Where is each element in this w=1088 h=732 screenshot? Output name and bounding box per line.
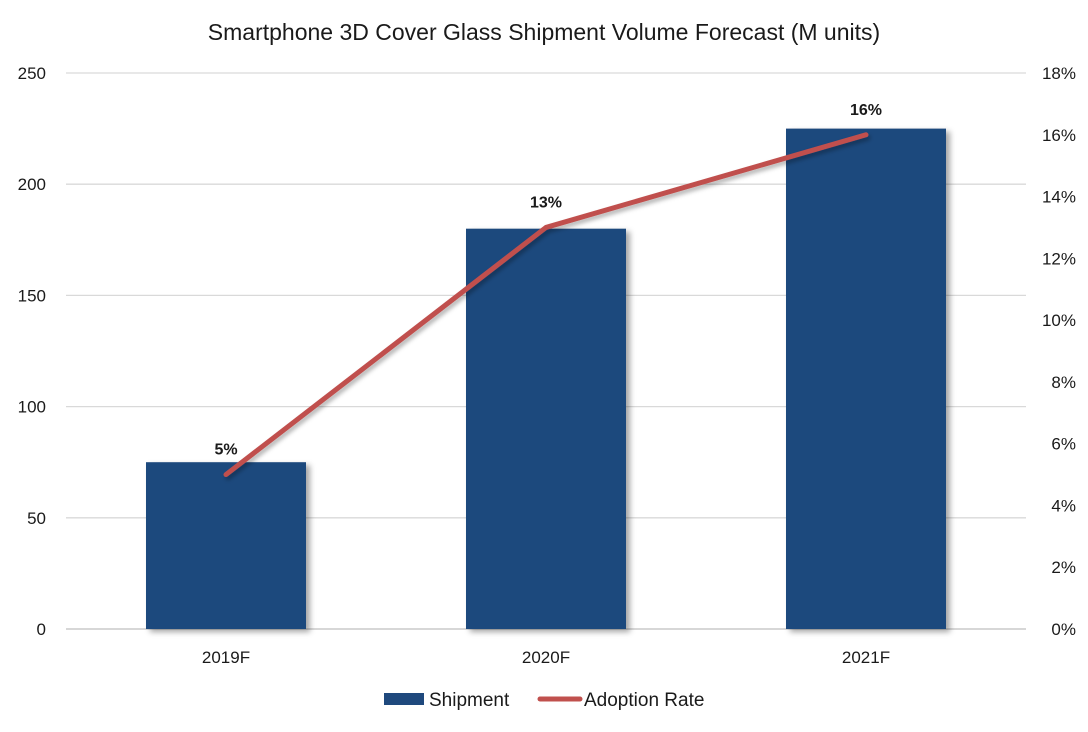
right-tick-label: 10% (1042, 311, 1076, 330)
legend-label-adoption-rate: Adoption Rate (584, 690, 704, 711)
left-tick-label: 150 (18, 286, 46, 305)
right-tick-label: 18% (1042, 64, 1076, 83)
category-label: 2019F (202, 648, 250, 667)
bar-shipment (786, 128, 946, 629)
right-axis-ticks: 0% 2% 4% 6% 8% 10% 12% 14% 16% 18% (1042, 64, 1076, 639)
left-tick-label: 250 (18, 64, 46, 83)
data-label-adoption-rate: 5% (214, 442, 237, 459)
right-tick-label: 0% (1051, 620, 1076, 639)
bar-shipment (146, 462, 306, 629)
legend: Shipment Adoption Rate (384, 690, 704, 711)
chart-title: Smartphone 3D Cover Glass Shipment Volum… (208, 19, 880, 45)
data-label-adoption-rate: 16% (850, 102, 882, 119)
left-tick-label: 50 (27, 509, 46, 528)
right-tick-label: 4% (1051, 496, 1076, 515)
right-tick-label: 6% (1051, 435, 1076, 454)
left-tick-label: 100 (18, 398, 46, 417)
legend-swatch-shipment (384, 693, 424, 705)
right-tick-label: 2% (1051, 558, 1076, 577)
right-tick-label: 14% (1042, 188, 1076, 207)
right-tick-label: 12% (1042, 249, 1076, 268)
data-label-adoption-rate: 13% (530, 194, 562, 211)
right-tick-label: 8% (1051, 373, 1076, 392)
category-labels: 2019F 2020F 2021F (202, 648, 890, 667)
category-label: 2021F (842, 648, 890, 667)
bar-shipment (466, 228, 626, 629)
legend-label-shipment: Shipment (429, 690, 510, 711)
left-axis-ticks: 0 50 100 150 200 250 (18, 64, 46, 639)
line-series (223, 132, 869, 478)
category-label: 2020F (522, 648, 570, 667)
right-tick-label: 16% (1042, 126, 1076, 145)
line-adoption-rate (223, 132, 869, 478)
left-tick-label: 0 (37, 620, 46, 639)
bar-series (146, 128, 946, 629)
left-tick-label: 200 (18, 175, 46, 194)
data-labels: 5% 13% 16% (214, 102, 882, 459)
